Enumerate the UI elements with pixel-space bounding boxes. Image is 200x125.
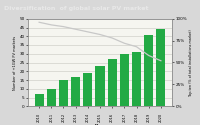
Y-axis label: Top-ten (% of total installations market): Top-ten (% of total installations market…	[189, 29, 193, 96]
Text: Diversification  of global solar PV market: Diversification of global solar PV marke…	[4, 6, 148, 12]
Bar	[156, 29, 165, 106]
Bar	[59, 80, 68, 106]
Bar	[132, 52, 141, 106]
Bar	[120, 54, 129, 106]
Bar	[71, 76, 80, 106]
Bar	[35, 94, 44, 106]
Bar	[47, 89, 56, 106]
Bar	[95, 66, 105, 106]
Bar	[83, 73, 92, 106]
Bar	[144, 34, 153, 106]
Y-axis label: Number of +1GW PV markets: Number of +1GW PV markets	[13, 36, 17, 90]
X-axis label: Year: Year	[95, 124, 106, 125]
Bar	[108, 59, 117, 106]
